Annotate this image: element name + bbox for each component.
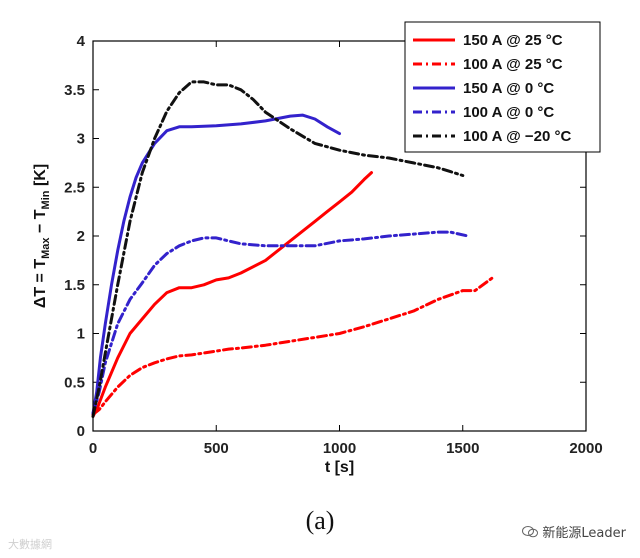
x-axis-label: t [s] <box>325 459 354 476</box>
y-tick-label: 0 <box>77 423 85 440</box>
legend-label-0: 150 A @ 25 °C <box>463 32 563 49</box>
x-tick-label: 1500 <box>446 440 479 457</box>
series-layer <box>91 80 494 418</box>
y-tick-label: 4 <box>77 33 86 50</box>
chat-bubble-icon <box>522 525 539 537</box>
x-tick-label: 0 <box>89 440 97 457</box>
watermark-right-text: 新能源Leader <box>542 526 626 541</box>
series-line-2 <box>91 113 341 415</box>
x-tick-label: 1000 <box>323 440 356 457</box>
x-tick-label: 2000 <box>569 440 602 457</box>
x-tick-label: 500 <box>204 440 229 457</box>
chart: 0 0.5 1 1.5 2 2.5 3 3.5 4 0 500 1000 1500 2000 t [s]… <box>32 21 603 476</box>
series-line-1 <box>91 276 494 416</box>
figure-caption: (a) <box>305 506 335 535</box>
plot-frame <box>92 40 587 432</box>
y-axis: 0 0.5 1 1.5 2 2.5 3 3.5 4 <box>64 33 586 440</box>
y-tick-label: 1.5 <box>64 277 85 294</box>
legend-label-1: 100 A @ 25 °C <box>463 56 563 73</box>
y-tick-label: 2.5 <box>64 179 85 196</box>
y-tick-label: 3.5 <box>64 82 85 99</box>
x-axis: 0 500 1000 1500 2000 <box>89 41 603 457</box>
y-tick-label: 1 <box>77 326 85 343</box>
series-line-0 <box>91 171 373 418</box>
legend-label-4: 100 A @ −20 °C <box>463 128 571 145</box>
watermark-left: 大數據網 <box>8 538 52 551</box>
series-line-4 <box>91 80 465 418</box>
legend: 150 A @ 25 °C 100 A @ 25 °C 150 A @ 0 °C 10… <box>404 21 601 153</box>
watermark-right: 新能源Leader <box>522 522 626 541</box>
y-axis-label: ΔT = TMax − TMin [K] <box>32 164 52 308</box>
y-tick-label: 2 <box>77 228 85 245</box>
series-line-3 <box>91 230 470 415</box>
y-tick-label: 0.5 <box>64 374 85 391</box>
legend-label-3: 100 A @ 0 °C <box>463 104 554 121</box>
legend-label-2: 150 A @ 0 °C <box>463 80 554 97</box>
y-tick-label: 3 <box>77 131 85 148</box>
